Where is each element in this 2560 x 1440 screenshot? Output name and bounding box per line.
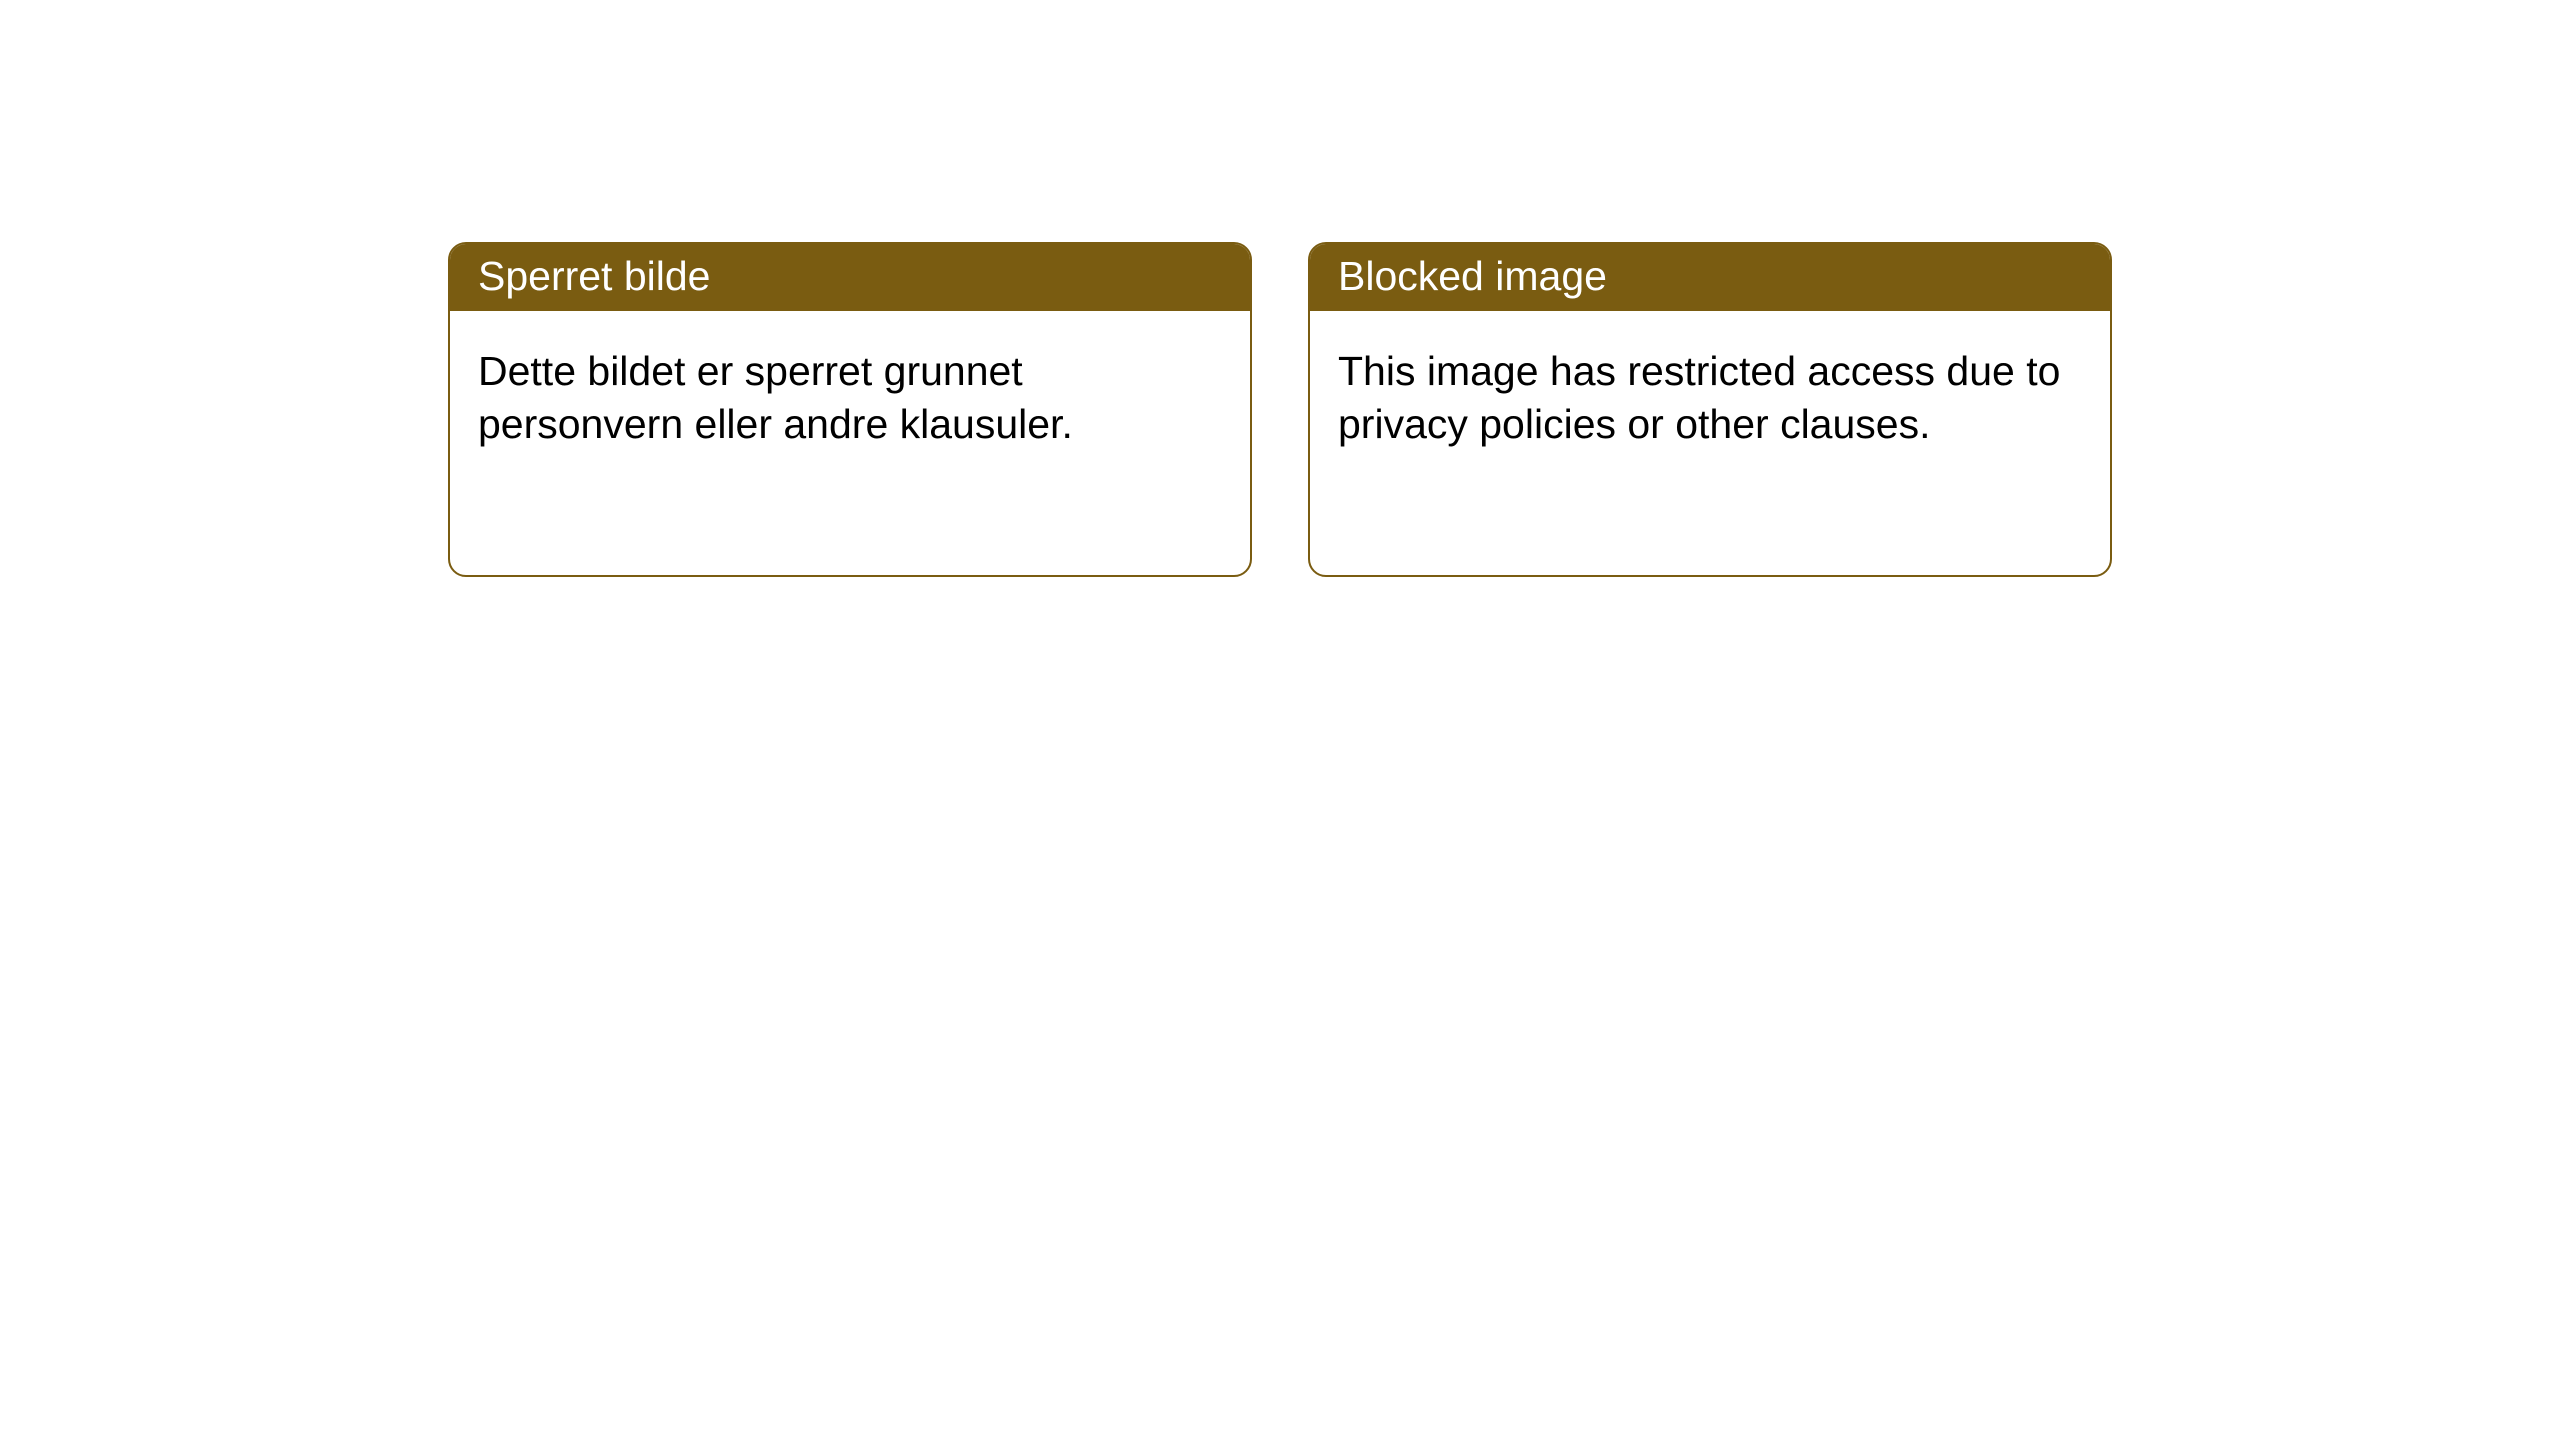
card-title: Sperret bilde (450, 244, 1250, 311)
card-body-text: This image has restricted access due to … (1310, 311, 2110, 478)
blocked-image-card-no: Sperret bilde Dette bildet er sperret gr… (448, 242, 1252, 577)
card-body-text: Dette bildet er sperret grunnet personve… (450, 311, 1250, 478)
blocked-image-card-en: Blocked image This image has restricted … (1308, 242, 2112, 577)
card-title: Blocked image (1310, 244, 2110, 311)
cards-container: Sperret bilde Dette bildet er sperret gr… (0, 0, 2560, 577)
